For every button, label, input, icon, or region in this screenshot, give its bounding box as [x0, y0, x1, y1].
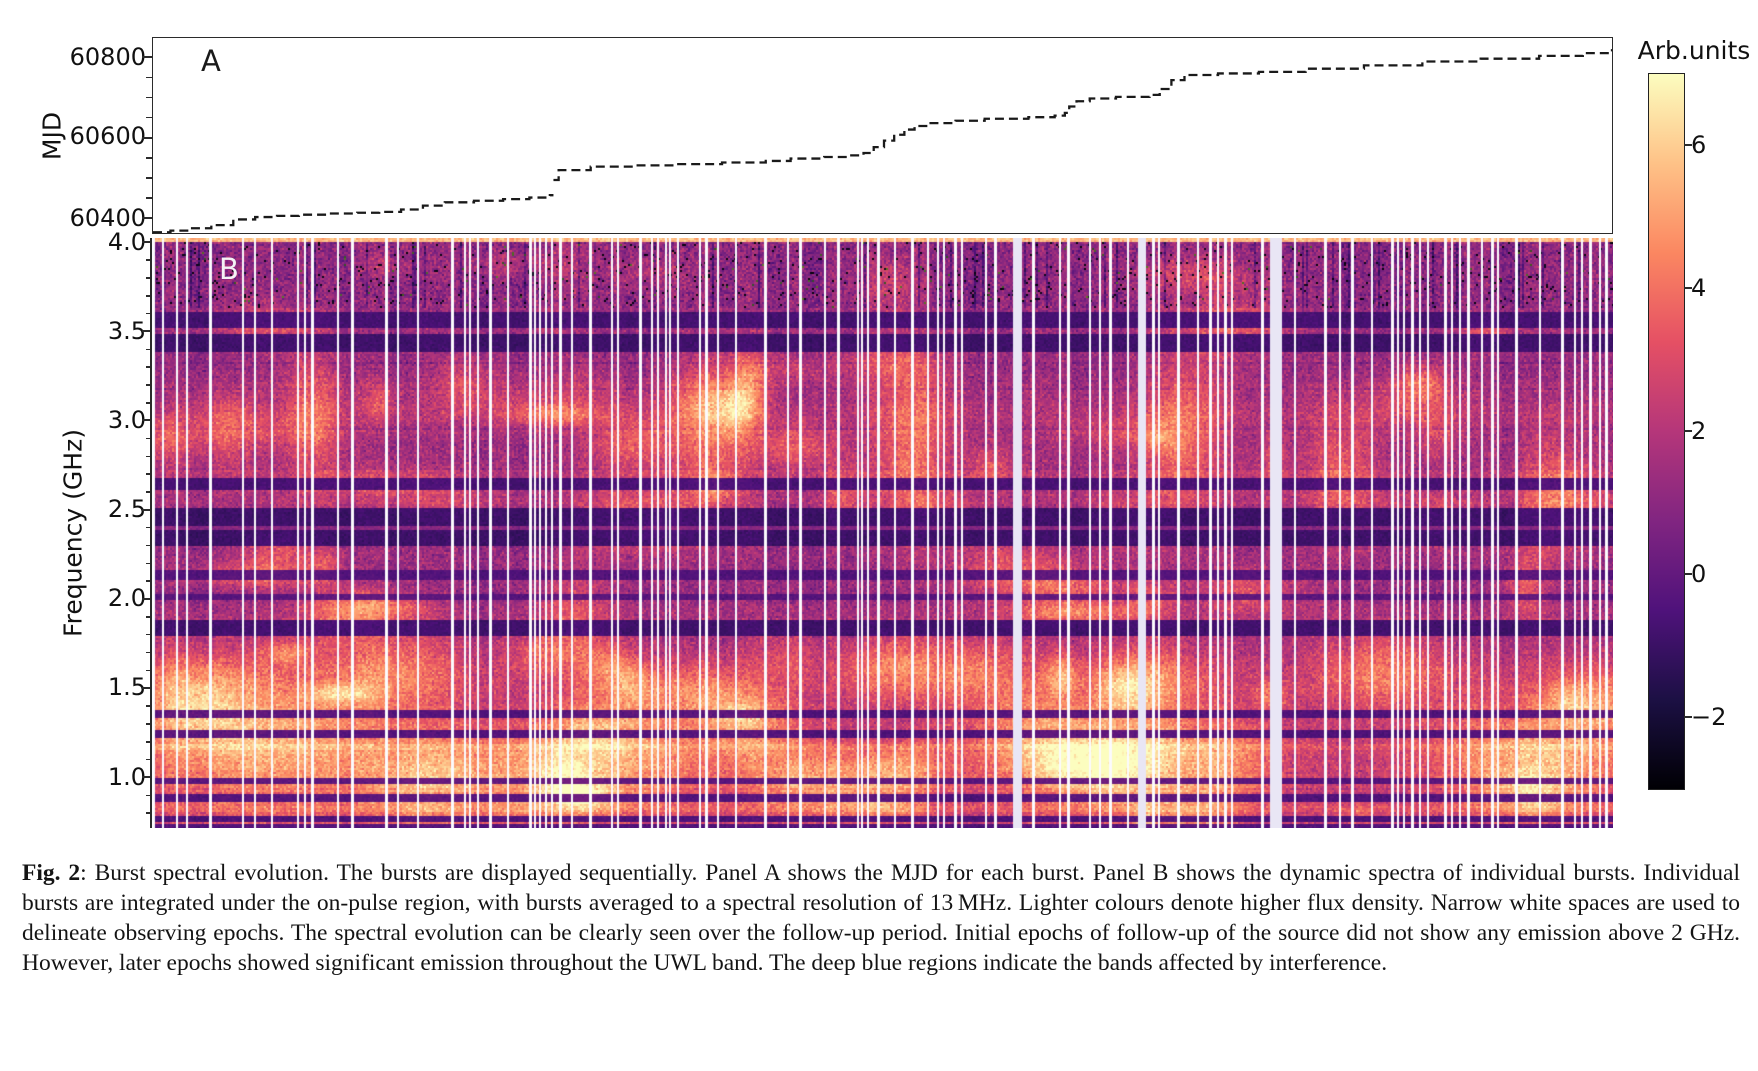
- colorbar-tick-4: 4: [1691, 274, 1707, 302]
- panel-b-ytick-3.0: 3.0: [107, 406, 146, 434]
- tick-mark: [146, 473, 152, 475]
- tick-mark: [146, 197, 152, 199]
- tick-mark: [146, 669, 152, 672]
- tick-mark: [1684, 286, 1692, 289]
- panel-a-label: A: [201, 44, 221, 78]
- tick-mark: [146, 544, 152, 547]
- tick-mark: [142, 597, 152, 600]
- tick-mark: [142, 330, 152, 333]
- panel-a-plot: [152, 37, 1613, 234]
- tick-mark: [146, 277, 152, 279]
- panel-b-ytick-1.5: 1.5: [107, 673, 146, 701]
- tick-mark: [146, 526, 152, 529]
- tick-mark: [146, 812, 152, 814]
- tick-mark: [146, 616, 152, 618]
- panel-b-ytick-2.0: 2.0: [107, 584, 146, 612]
- tick-mark: [146, 348, 152, 351]
- tick-mark: [146, 741, 152, 743]
- colorbar-tick-6: 6: [1691, 131, 1707, 159]
- tick-mark: [146, 437, 152, 440]
- tick-mark: [146, 384, 152, 386]
- tick-mark: [142, 216, 152, 219]
- mjd-step-curve: [153, 49, 1612, 233]
- colorbar-title: Arb.units: [1637, 36, 1751, 65]
- colorbar-gradient: [1648, 73, 1685, 790]
- tick-mark: [142, 136, 152, 139]
- panel-b-label: B: [219, 252, 239, 286]
- panel-b-ytick-3.5: 3.5: [107, 317, 146, 345]
- tick-mark: [146, 562, 152, 565]
- tick-mark: [142, 508, 152, 511]
- panel-a-ytick-60800: 60800: [69, 43, 146, 71]
- tick-mark: [146, 651, 152, 654]
- colorbar-tick-neg2: −2: [1691, 703, 1727, 731]
- panel-b-heatmap: [152, 238, 1613, 828]
- panel-b-ytick-4.0: 4.0: [107, 228, 146, 256]
- figure-caption: Fig. 2: Burst spectral evolution. The bu…: [22, 858, 1740, 978]
- panel-b-ylabel-frequency: Frequency (GHz): [58, 429, 88, 637]
- tick-mark: [146, 116, 152, 119]
- tick-mark: [146, 96, 152, 99]
- tick-mark: [142, 241, 152, 243]
- tick-mark: [1684, 429, 1692, 432]
- tick-mark: [146, 157, 152, 159]
- tick-mark: [1684, 143, 1692, 146]
- tick-mark: [142, 776, 152, 779]
- tick-mark: [146, 723, 152, 725]
- tick-mark: [146, 455, 152, 458]
- tick-mark: [142, 56, 152, 59]
- panel-b-ytick-1.0: 1.0: [107, 763, 146, 791]
- tick-mark: [146, 177, 152, 179]
- caption-text: : Burst spectral evolution. The bursts a…: [22, 860, 1740, 976]
- colorbar-tick-0: 0: [1691, 560, 1707, 588]
- tick-mark: [146, 633, 152, 636]
- dynamic-spectrum-canvas: [152, 238, 1613, 828]
- tick-mark: [146, 259, 152, 261]
- tick-mark: [1684, 572, 1692, 575]
- tick-mark: [146, 295, 152, 297]
- caption-fig-label: Fig. 2: [22, 860, 81, 886]
- tick-mark: [146, 705, 152, 707]
- mjd-curve-path: [153, 49, 1612, 233]
- tick-mark: [142, 419, 152, 422]
- panel-a-ylabel-mjd: MJD: [37, 111, 67, 161]
- panel-b-left-spine: [150, 238, 152, 828]
- tick-mark: [146, 758, 152, 761]
- panel-a-ytick-60400: 60400: [69, 204, 146, 232]
- tick-mark: [142, 687, 152, 689]
- tick-mark: [146, 366, 152, 368]
- colorbar-tick-2: 2: [1691, 417, 1707, 445]
- tick-mark: [146, 794, 152, 797]
- tick-mark: [1684, 715, 1692, 718]
- panel-b-ytick-2.5: 2.5: [107, 495, 146, 523]
- tick-mark: [146, 491, 152, 493]
- tick-mark: [146, 76, 152, 79]
- tick-mark: [146, 580, 152, 582]
- panel-a-ytick-60600: 60600: [69, 122, 146, 150]
- tick-mark: [146, 312, 152, 315]
- tick-mark: [146, 402, 152, 404]
